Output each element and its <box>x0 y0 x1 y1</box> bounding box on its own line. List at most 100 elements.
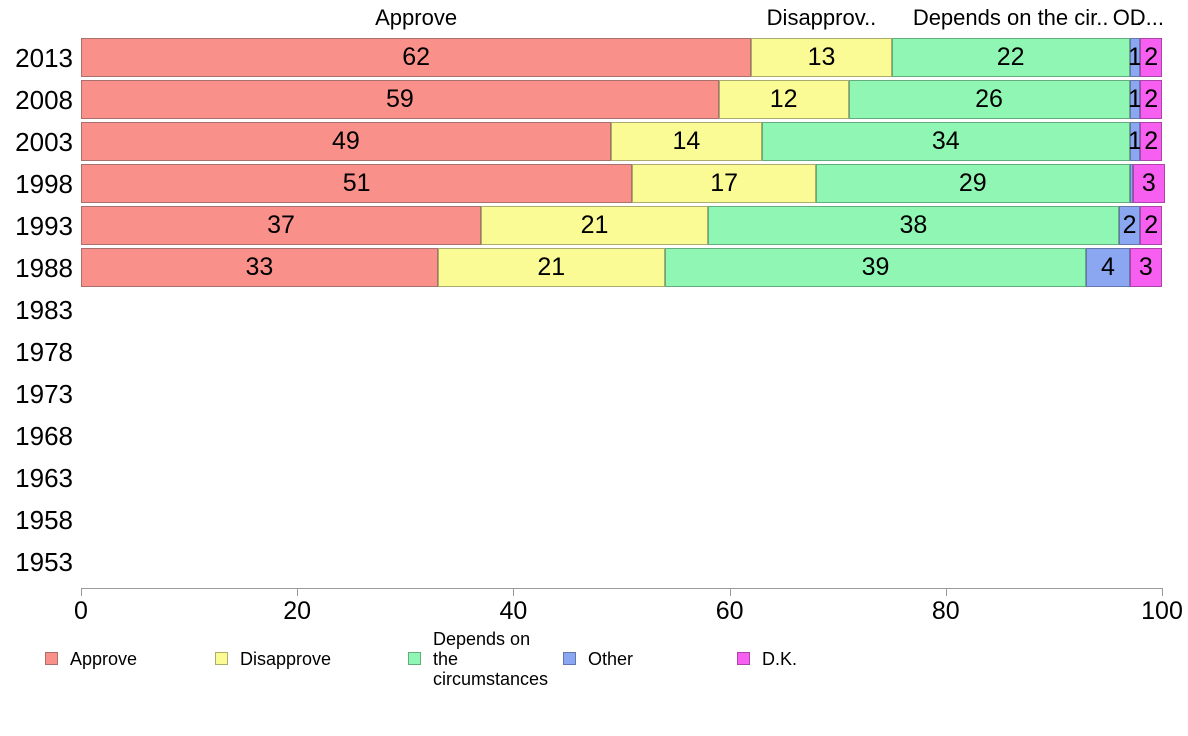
bar-segment-disapprove[interactable]: 21 <box>480 206 708 245</box>
x-axis-tick-label: 60 <box>715 597 744 625</box>
column-header: O.. <box>1112 5 1143 30</box>
bar-value-label: 34 <box>931 127 960 155</box>
bar-value-label: 3 <box>1138 253 1153 281</box>
bar-segment-d-k[interactable]: 2 <box>1140 122 1162 161</box>
bar-segment-disapprove[interactable]: 17 <box>632 164 817 203</box>
legend-label: Depends on the circumstances <box>433 629 549 689</box>
bar-segment-approve[interactable]: 37 <box>81 206 481 245</box>
legend-swatch <box>563 652 576 665</box>
x-axis-line <box>81 588 1163 589</box>
bar-value-label: 62 <box>402 43 431 71</box>
y-axis-label: 1993 <box>15 210 73 241</box>
bar-value-label: 2 <box>1144 85 1159 113</box>
legend-label: D.K. <box>762 649 798 669</box>
y-axis-label: 1983 <box>15 294 73 325</box>
bar-segment-other[interactable]: 1 <box>1128 80 1142 119</box>
x-axis-tick <box>81 588 82 596</box>
bar-value-label: 2 <box>1122 211 1137 239</box>
bar-value-label: 1 <box>1128 85 1142 113</box>
bar-value-label: 1 <box>1128 43 1142 71</box>
x-axis-tick-label: 80 <box>931 597 960 625</box>
x-axis-tick <box>513 588 515 596</box>
y-axis-label: 2003 <box>15 126 73 157</box>
bar-value-label: 2 <box>1144 211 1159 239</box>
y-axis-label: 2013 <box>15 42 73 73</box>
column-header: Depends on the cir.. <box>912 5 1109 30</box>
y-axis-label: 1958 <box>15 504 73 535</box>
x-axis-tick-label: 0 <box>74 597 88 625</box>
x-axis-tick <box>1162 588 1163 596</box>
y-axis-label: 1953 <box>15 546 73 577</box>
legend-label: Other <box>588 649 634 669</box>
legend-swatch <box>408 652 421 665</box>
y-axis-label: 1963 <box>15 462 73 493</box>
bar-value-label: 59 <box>385 85 414 113</box>
bar-segment-depends-on-the-circumstances[interactable]: 38 <box>707 206 1119 245</box>
bar-value-label: 1 <box>1128 127 1142 155</box>
bar-value-label: 2 <box>1144 127 1159 155</box>
legend-swatch <box>45 652 58 665</box>
bar-value-label: 37 <box>267 211 295 239</box>
bar-value-label: 2 <box>1144 43 1159 71</box>
bar-segment-d-k[interactable]: 2 <box>1140 206 1162 245</box>
bar-value-label: 39 <box>861 253 890 281</box>
bar-segment-disapprove[interactable]: 12 <box>718 80 849 119</box>
bar-segment-disapprove[interactable]: 13 <box>751 38 892 77</box>
bar-segment-d-k[interactable]: 2 <box>1140 38 1162 77</box>
bar-value-label: 21 <box>580 211 609 239</box>
bar-segment-disapprove[interactable]: 14 <box>610 122 763 161</box>
bar-segment-depends-on-the-circumstances[interactable]: 39 <box>664 248 1087 287</box>
legend-label: Approve <box>70 649 138 669</box>
bar-value-label: 51 <box>342 169 371 197</box>
column-header: Disapprov.. <box>766 5 877 30</box>
y-axis-label: 1988 <box>15 252 73 283</box>
bar-segment-depends-on-the-circumstances[interactable]: 29 <box>816 164 1130 203</box>
bar-value-label: 38 <box>899 211 928 239</box>
bar-value-label: 17 <box>710 169 739 197</box>
bar-value-label: 22 <box>996 43 1025 71</box>
y-axis-label: 1998 <box>15 168 73 199</box>
bar-segment-disapprove[interactable]: 21 <box>437 248 665 287</box>
bar-value-label: 33 <box>245 253 274 281</box>
bar-segment-other[interactable] <box>1129 164 1133 203</box>
y-axis-label: 1978 <box>15 336 73 367</box>
bar-value-label: 21 <box>537 253 566 281</box>
x-axis-tick <box>729 588 731 596</box>
column-header: Approve <box>375 5 458 30</box>
bar-value-label: 13 <box>807 43 836 71</box>
y-axis-label: 2008 <box>15 84 73 115</box>
bar-value-label: 4 <box>1100 253 1115 281</box>
x-axis-tick-label: 20 <box>283 597 312 625</box>
bar-segment-other[interactable]: 1 <box>1128 38 1142 77</box>
bar-segment-approve[interactable]: 33 <box>81 248 438 287</box>
x-axis-tick-label: 100 <box>1141 597 1183 625</box>
bar-value-label: 29 <box>958 169 987 197</box>
bar-segment-d-k[interactable]: 3 <box>1129 248 1162 287</box>
bar-value-label: 3 <box>1141 169 1156 197</box>
legend-swatch <box>737 652 750 665</box>
bar-value-label: 49 <box>331 127 360 155</box>
bar-segment-d-k[interactable]: 3 <box>1132 164 1165 203</box>
bar-segment-approve[interactable]: 59 <box>81 80 719 119</box>
bar-segment-other[interactable]: 2 <box>1118 206 1141 245</box>
bar-segment-depends-on-the-circumstances[interactable]: 34 <box>762 122 1130 161</box>
y-axis-label: 1968 <box>15 420 73 451</box>
bar-segment-other[interactable]: 4 <box>1086 248 1130 287</box>
legend-label: Disapprove <box>240 649 332 669</box>
x-axis-tick <box>297 588 299 596</box>
bar-segment-d-k[interactable]: 2 <box>1140 80 1162 119</box>
bar-segment-other[interactable]: 1 <box>1128 122 1142 161</box>
bar-segment-approve[interactable]: 49 <box>81 122 611 161</box>
bar-segment-approve[interactable]: 62 <box>81 38 752 77</box>
bar-value-label: 26 <box>975 85 1003 113</box>
bar-value-label: 14 <box>672 127 701 155</box>
bar-segment-approve[interactable]: 51 <box>81 164 633 203</box>
bar-value-label: 12 <box>769 85 798 113</box>
bar-segment-depends-on-the-circumstances[interactable]: 22 <box>891 38 1130 77</box>
x-axis-tick <box>945 588 947 596</box>
column-header: D... <box>1129 5 1164 30</box>
bar-segment-depends-on-the-circumstances[interactable]: 26 <box>848 80 1130 119</box>
y-axis-label: 1973 <box>15 378 73 409</box>
legend-swatch <box>215 652 228 665</box>
